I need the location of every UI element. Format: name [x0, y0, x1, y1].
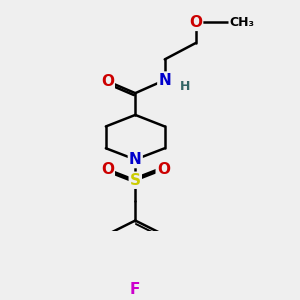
Text: N: N [129, 152, 142, 167]
Text: H: H [180, 80, 190, 93]
Text: F: F [130, 282, 140, 297]
Text: H: H [180, 80, 190, 93]
Text: O: O [101, 74, 114, 89]
Text: CH₃: CH₃ [230, 16, 254, 29]
Text: O: O [157, 162, 170, 177]
Text: S: S [130, 173, 141, 188]
Text: O: O [189, 15, 202, 30]
Text: N: N [158, 73, 171, 88]
Text: O: O [101, 162, 114, 177]
